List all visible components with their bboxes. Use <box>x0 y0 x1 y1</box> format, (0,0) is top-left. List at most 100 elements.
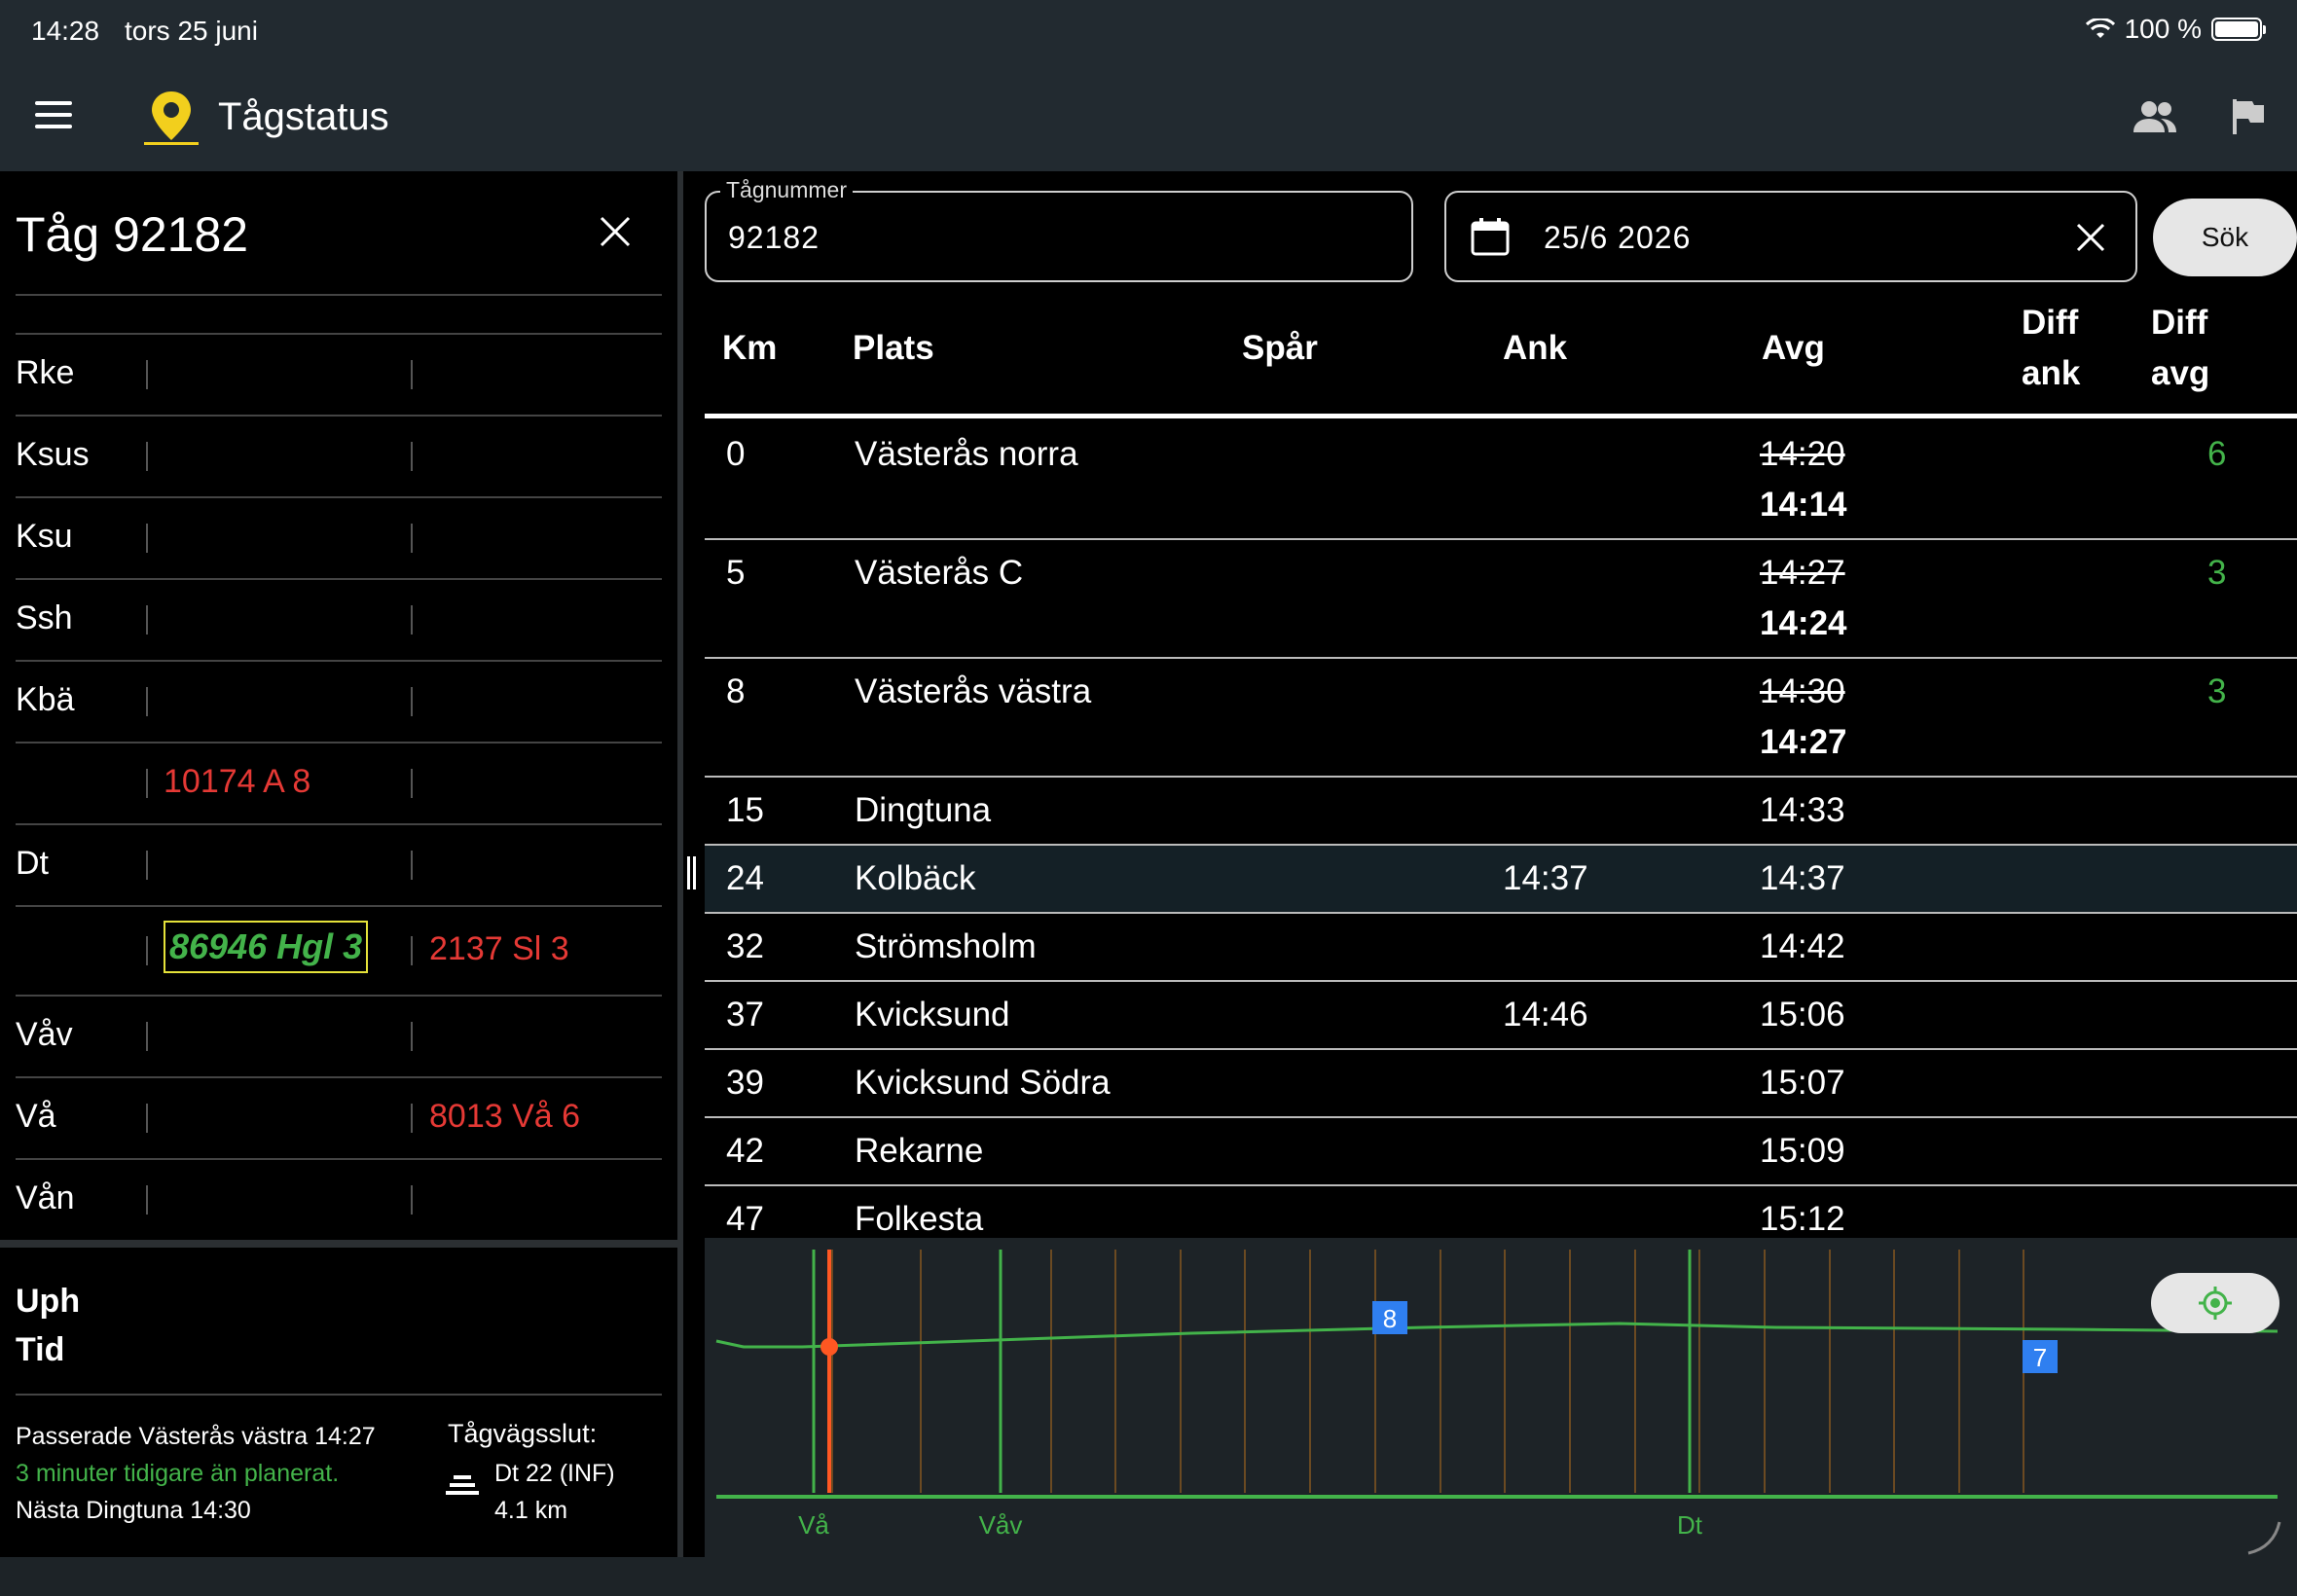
header-diff-ank-1: Diff <box>2022 304 2079 342</box>
route-end-distance: 4.1 km <box>494 1497 568 1524</box>
locate-button[interactable] <box>2151 1273 2279 1333</box>
station-row[interactable]: Vå 8013 Vå 6 <box>16 1076 662 1158</box>
route-end-station: Dt 22 (INF) <box>494 1460 615 1487</box>
current-position-dot <box>820 1338 838 1356</box>
station-name: Rke <box>16 354 75 391</box>
table-row[interactable]: 39 Kvicksund Södra 15:07 <box>705 1050 2297 1118</box>
route-graph[interactable]: 8 7 Vå Våv Dt <box>705 1238 2297 1557</box>
cell-plats: Kvicksund Södra <box>855 1064 1111 1102</box>
column-separator <box>411 687 413 716</box>
column-separator <box>146 1104 148 1133</box>
panel-divider[interactable] <box>677 171 683 1557</box>
cell-diff-avg: 3 <box>2207 554 2227 592</box>
track-end-icon <box>446 1475 479 1495</box>
station-row[interactable]: Våv <box>16 995 662 1076</box>
cell-avg: 15:12 <box>1760 1200 1845 1238</box>
station-row[interactable]: 86946 Hgl 3 2137 Sl 3 <box>16 905 662 995</box>
train-number-label: Tågnummer <box>720 177 853 203</box>
cell-km: 39 <box>726 1064 764 1102</box>
resize-corner-icon <box>2247 1521 2281 1555</box>
table-row[interactable]: 8 Västerås västra 14:30 14:27 3 <box>705 659 2297 778</box>
route-end-label: Tågvägsslut: <box>448 1419 598 1448</box>
station-row[interactable]: Ssh <box>16 578 662 660</box>
table-row[interactable]: 42 Rekarne 15:09 <box>705 1118 2297 1186</box>
train-number-input[interactable]: 92182 <box>728 220 820 255</box>
close-icon[interactable] <box>598 214 633 249</box>
battery-percent: 100 % <box>2124 14 2202 44</box>
train-marker-label: 7 <box>2033 1343 2047 1372</box>
station-label: Vå <box>798 1510 829 1540</box>
table-row[interactable]: 15 Dingtuna 14:33 <box>705 778 2297 846</box>
table-row[interactable]: 5 Västerås C 14:27 14:24 3 <box>705 540 2297 659</box>
people-icon[interactable] <box>2132 97 2178 136</box>
cell-km: 24 <box>726 859 764 897</box>
cell-km: 32 <box>726 927 764 965</box>
station-row[interactable]: Ksus <box>16 415 662 496</box>
clear-date-icon[interactable] <box>2075 222 2106 253</box>
route-graph-svg: 8 7 Vå Våv Dt <box>715 1250 2279 1540</box>
column-separator <box>411 1022 413 1051</box>
header-avg: Avg <box>1762 329 1825 367</box>
station-train-1[interactable]: 86946 Hgl 3 <box>164 921 369 973</box>
station-row[interactable]: 10174 A 8 <box>16 742 662 823</box>
cell-avg-planned: 14:30 <box>1760 672 1845 710</box>
station-row[interactable]: Rke <box>16 333 662 415</box>
train-number-field[interactable]: Tågnummer 92182 <box>705 177 1413 282</box>
cell-avg: 14:42 <box>1760 927 1845 965</box>
flag-icon[interactable] <box>2231 97 2266 136</box>
cell-avg: 15:09 <box>1760 1132 1845 1170</box>
column-separator <box>411 936 413 965</box>
cell-diff-avg: 3 <box>2207 672 2227 710</box>
table-row[interactable]: 32 Strömsholm 14:42 <box>705 914 2297 982</box>
table-row[interactable]: 47 Folkesta 15:12 <box>705 1186 2297 1238</box>
column-separator <box>411 1104 413 1133</box>
cell-plats: Strömsholm <box>855 927 1037 965</box>
station-row[interactable]: Vån <box>16 1158 662 1240</box>
station-name: Vå <box>16 1098 56 1135</box>
station-name: Vån <box>16 1179 75 1216</box>
cell-avg-planned: 14:20 <box>1760 435 1845 473</box>
cell-plats: Kolbäck <box>855 859 976 897</box>
station-row[interactable]: Ksu <box>16 496 662 578</box>
table-row[interactable]: 24 Kolbäck 14:37 14:37 <box>705 846 2297 914</box>
calendar-icon[interactable] <box>1470 216 1511 257</box>
cell-avg-actual: 14:27 <box>1760 723 1847 761</box>
station-row[interactable]: Kbä <box>16 660 662 742</box>
station-train-1[interactable]: 10174 A 8 <box>164 763 311 800</box>
header-diff-avg-2: avg <box>2151 354 2210 392</box>
cell-avg: 14:37 <box>1760 859 1845 897</box>
table-row[interactable]: 37 Kvicksund 14:46 15:06 <box>705 982 2297 1050</box>
column-separator <box>146 1022 148 1051</box>
cell-diff-avg: 6 <box>2207 435 2227 473</box>
column-separator <box>146 605 148 635</box>
column-separator <box>146 1185 148 1215</box>
search-button[interactable]: Sök <box>2153 199 2297 276</box>
cell-km: 37 <box>726 996 764 1034</box>
uph-label: Uph <box>16 1283 81 1320</box>
date-input[interactable]: 25/6 2026 <box>1544 220 1692 255</box>
column-separator <box>146 769 148 798</box>
next-text: Nästa Dingtuna 14:30 <box>16 1497 251 1524</box>
cell-plats: Folkesta <box>855 1200 984 1238</box>
resize-handle-icon[interactable] <box>687 856 699 891</box>
early-text: 3 minuter tidigare än planerat. <box>16 1460 340 1487</box>
station-train-2[interactable]: 2137 Sl 3 <box>429 930 569 967</box>
table-row[interactable]: 0 Västerås norra 14:20 14:14 6 <box>705 421 2297 540</box>
status-date: tors 25 juni <box>125 16 258 46</box>
column-separator <box>411 360 413 389</box>
station-name: Dt <box>16 845 49 882</box>
wifi-icon <box>2085 18 2115 38</box>
column-separator <box>411 851 413 880</box>
date-field[interactable]: 25/6 2026 <box>1444 191 2137 282</box>
divider <box>16 1394 662 1396</box>
crosshair-icon <box>2199 1287 2232 1320</box>
station-train-2[interactable]: 8013 Vå 6 <box>429 1098 581 1135</box>
cell-ank: 14:46 <box>1503 996 1588 1034</box>
station-row[interactable]: Dt <box>16 823 662 905</box>
info-panel: Uph Tid Passerade Västerås västra 14:27 … <box>0 1240 677 1557</box>
cell-km: 42 <box>726 1132 764 1170</box>
hamburger-menu-icon[interactable] <box>35 101 72 130</box>
column-separator <box>146 524 148 553</box>
status-bar: 14:28 tors 25 juni 100 % <box>0 0 2297 60</box>
route-line <box>715 1322 2279 1349</box>
